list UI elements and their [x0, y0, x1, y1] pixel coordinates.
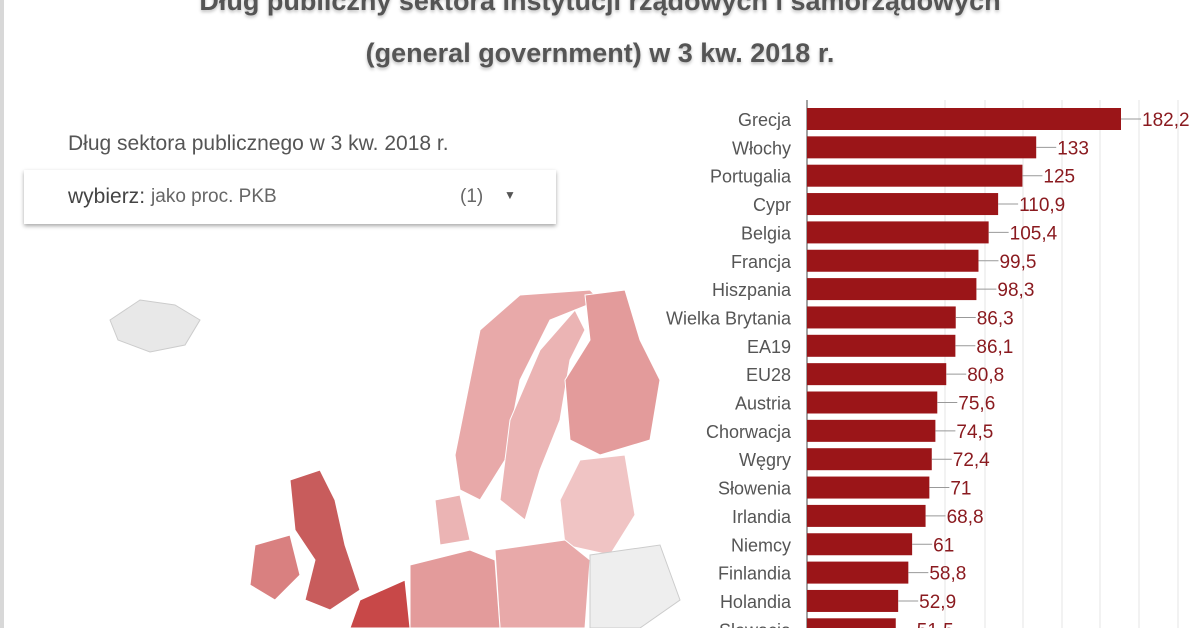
dropdown-arrow-icon[interactable]: ▼	[504, 188, 516, 202]
bar	[807, 419, 936, 442]
map-benelux	[349, 579, 411, 628]
map-norway	[454, 289, 601, 501]
bar	[807, 391, 938, 414]
chart-title: Dług publiczny sektora instytucji rządow…	[0, 0, 1200, 72]
value-label: 52,9	[919, 592, 956, 613]
value-label: 133	[1057, 138, 1089, 159]
value-label: 71	[950, 479, 971, 500]
map-belarus	[589, 544, 681, 628]
value-label: 75,6	[958, 394, 995, 415]
category-label: Chorwacja	[706, 422, 792, 442]
map-denmark	[434, 494, 471, 546]
bar	[807, 193, 999, 216]
bar	[807, 334, 956, 357]
dropdown-count: (1)	[460, 186, 484, 207]
map-poland	[494, 539, 591, 628]
category-label: Finlandia	[718, 564, 792, 584]
measure-dropdown[interactable]: wybierz: jako proc. PKB (1) ▼	[24, 170, 556, 224]
map-uk	[289, 469, 361, 611]
bar	[807, 278, 977, 301]
bar	[807, 533, 913, 556]
value-label: 72,4	[953, 450, 990, 471]
category-label: Słowenia	[718, 479, 792, 499]
map-sweden	[499, 309, 586, 521]
bar	[807, 448, 932, 471]
title-line-2: (general government) w 3 kw. 2018 r.	[365, 38, 835, 68]
map-germany	[409, 549, 501, 628]
bar	[807, 221, 989, 244]
category-label: Holandia	[720, 592, 792, 612]
value-label: 58,8	[929, 564, 966, 585]
value-label: 182,2	[1142, 110, 1190, 131]
category-label: Belgia	[741, 223, 792, 243]
bars: Grecja 182,2 Włochy 133 Portugalia 125 Cypr 110…	[666, 108, 1190, 628]
category-label: Irlandia	[732, 507, 792, 527]
map-iceland	[109, 299, 201, 353]
value-label: 74,5	[956, 422, 993, 443]
category-label: Węgry	[739, 450, 791, 470]
category-label: Słowacja	[719, 620, 792, 628]
bar	[807, 504, 926, 527]
bar	[807, 249, 979, 272]
value-label: 51,5	[917, 620, 954, 628]
frame-border	[0, 0, 4, 628]
category-label: Austria	[735, 394, 792, 414]
value-label: 99,5	[999, 252, 1036, 273]
bar	[807, 363, 947, 386]
dropdown-label: wybierz	[68, 185, 140, 208]
map-subtitle: Dług sektora publicznego w 3 kw. 2018 r.	[68, 132, 449, 155]
bar	[807, 108, 1121, 130]
map-finland	[564, 289, 661, 456]
value-label: 105,4	[1010, 223, 1058, 244]
bar	[807, 476, 930, 499]
bar	[807, 618, 896, 628]
dropdown-value: jako proc. PKB	[151, 186, 277, 207]
value-label: 68,8	[947, 507, 984, 528]
value-label: 125	[1043, 167, 1075, 188]
title-line-1: Dług publiczny sektora instytucji rządow…	[199, 0, 1001, 16]
bar	[807, 136, 1037, 159]
category-label: Wielka Brytania	[666, 308, 792, 328]
value-label: 80,8	[967, 365, 1004, 386]
value-label: 61	[933, 535, 954, 556]
value-label: 86,3	[977, 308, 1014, 329]
category-label: Hiszpania	[712, 280, 792, 300]
map-baltics	[559, 454, 636, 556]
category-label: EA19	[747, 337, 791, 357]
category-label: Portugalia	[710, 167, 792, 187]
category-label: Włochy	[732, 138, 791, 158]
category-label: Cypr	[753, 195, 791, 215]
bar	[807, 561, 909, 584]
europe-map	[109, 289, 681, 628]
map-ireland	[249, 534, 301, 601]
value-label: 86,1	[976, 337, 1013, 358]
category-label: Grecja	[738, 110, 792, 130]
category-label: Niemcy	[731, 535, 791, 555]
bar	[807, 164, 1023, 187]
value-label: 98,3	[997, 280, 1034, 301]
value-label: 110,9	[1019, 195, 1065, 216]
category-label: Francja	[731, 252, 792, 272]
category-label: EU28	[746, 365, 791, 385]
bar	[807, 589, 899, 612]
bar	[807, 306, 956, 329]
